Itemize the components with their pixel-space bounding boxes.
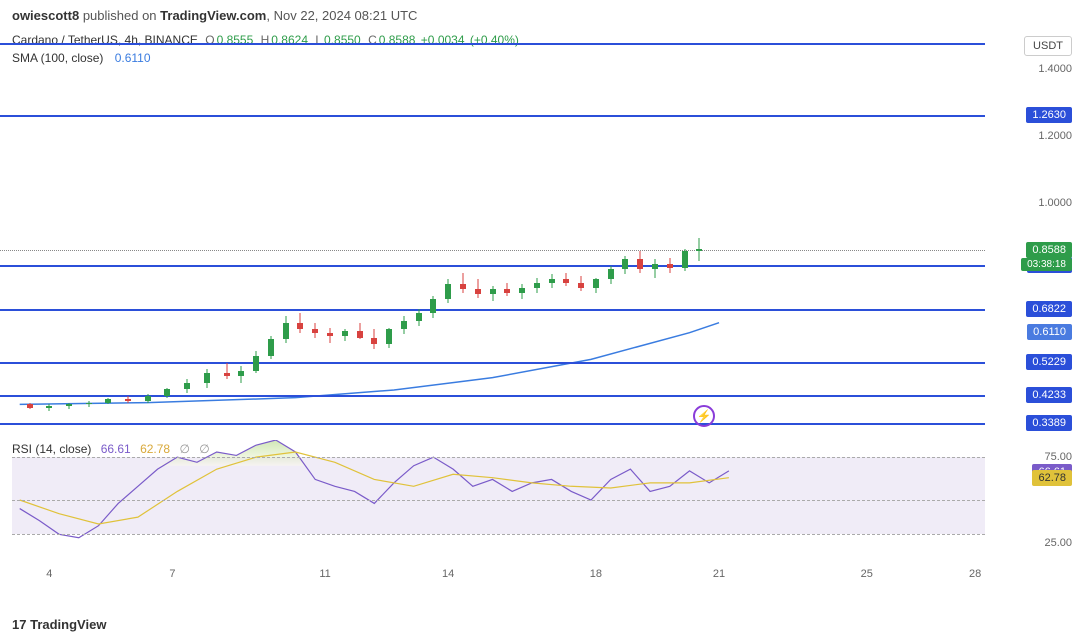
publish-header: owiescott8 published on TradingView.com,… [0, 0, 1080, 31]
rsi-panel[interactable]: RSI (14, close) 66.61 62.78 ∅ ∅ [0, 440, 985, 560]
current-price-badge: 0.8588 [1026, 242, 1072, 258]
time-tick: 14 [442, 568, 454, 580]
quote-currency-badge: USDT [1024, 36, 1072, 56]
price-level-badge: 0.3389 [1026, 415, 1072, 431]
price-level-badge: 0.4233 [1026, 387, 1072, 403]
time-tick: 28 [969, 568, 981, 580]
price-level-badge: 1.2630 [1026, 107, 1072, 123]
time-tick: 4 [46, 568, 52, 580]
time-tick: 11 [319, 568, 330, 580]
price-y-axis: USDT 1.40001.20001.00001.26300.81190.682… [985, 36, 1080, 436]
sma-price-badge: 0.6110 [1027, 324, 1072, 340]
rsi-tick: 75.00 [1044, 451, 1072, 463]
rsi-line-val: 66.61 [101, 442, 131, 456]
time-x-axis: 4 7 11 14 18 21 25 28 [0, 562, 985, 590]
price-tick: 1.4000 [1038, 63, 1072, 75]
tradingview-logo: 17 TradingView [12, 617, 106, 632]
rsi-y-axis: 75.0025.0066.6162.78 [985, 440, 1080, 560]
price-tick: 1.0000 [1038, 197, 1072, 209]
time-tick: 18 [590, 568, 602, 580]
site-name: TradingView.com [160, 8, 266, 23]
rsi-void-icon: ∅ [199, 442, 209, 456]
publish-timestamp: Nov 22, 2024 08:21 UTC [274, 8, 418, 23]
rsi-tick: 25.00 [1044, 537, 1072, 549]
rsi-void-icon: ∅ [179, 442, 189, 456]
time-tick: 25 [861, 568, 873, 580]
price-level-badge: 0.5229 [1026, 354, 1072, 370]
price-level-badge: 0.6822 [1026, 301, 1072, 317]
rsi-sig-val: 62.78 [140, 442, 170, 456]
countdown-badge: 03:38:18 [1021, 258, 1072, 271]
time-tick: 7 [169, 568, 175, 580]
time-tick: 21 [713, 568, 725, 580]
rsi-value-badge: 62.78 [1032, 470, 1072, 486]
rsi-legend: RSI (14, close) 66.61 62.78 ∅ ∅ [12, 442, 210, 456]
price-tick: 1.2000 [1038, 130, 1072, 142]
publisher: owiescott8 [12, 8, 79, 23]
price-chart[interactable]: ⚡ [0, 36, 985, 436]
